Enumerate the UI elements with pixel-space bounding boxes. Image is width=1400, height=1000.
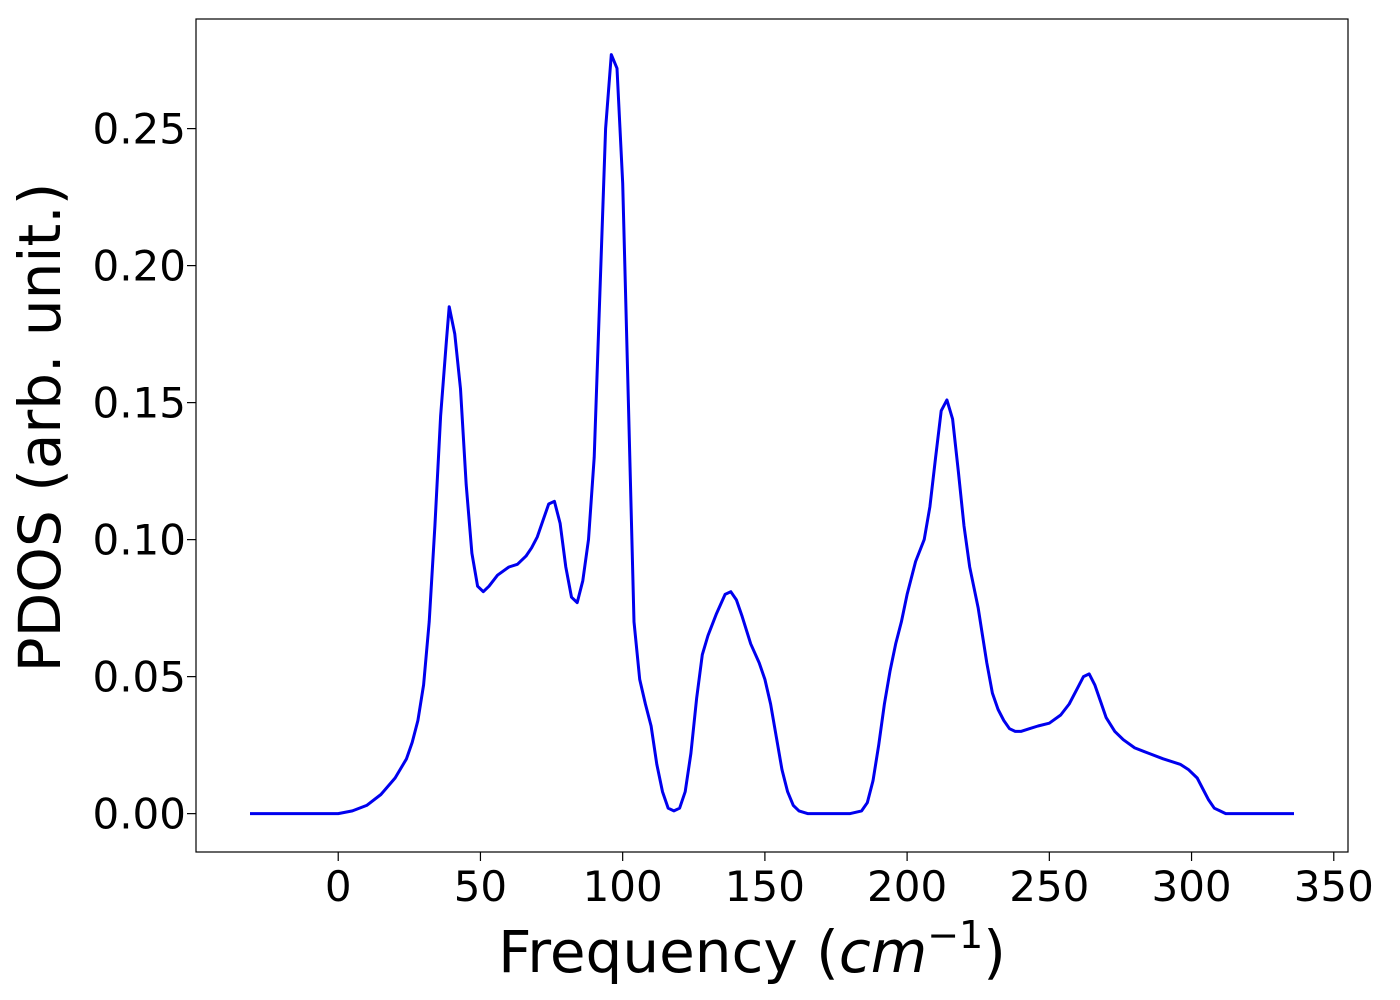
x-tick-label: 200 xyxy=(867,862,947,911)
x-axis-label-prefix: Frequency ( xyxy=(498,918,839,986)
x-tick-label: 300 xyxy=(1151,862,1231,911)
x-axis: 0 50 100 150 200 250 300 350 xyxy=(325,852,1374,911)
x-tick-label: 100 xyxy=(583,862,663,911)
y-tick-label: 0.05 xyxy=(92,653,186,702)
y-tick-label: 0.00 xyxy=(92,790,186,839)
x-axis-label-exponent: −1 xyxy=(927,913,983,957)
y-tick-label: 0.15 xyxy=(92,379,186,428)
y-axis-label: PDOS (arb. unit.) xyxy=(6,183,74,673)
y-tick-label: 0.10 xyxy=(92,516,186,565)
x-tick-label: 50 xyxy=(454,862,507,911)
x-tick-label: 350 xyxy=(1294,862,1374,911)
x-axis-label-suffix: ) xyxy=(983,918,1006,986)
series-line xyxy=(250,53,1294,816)
plot-frame xyxy=(195,18,1349,853)
y-axis: 0.00 0.05 0.10 0.15 0.20 0.25 xyxy=(92,105,196,839)
x-axis-label-unit: cm xyxy=(839,918,927,986)
x-tick-label: 0 xyxy=(325,862,352,911)
plot-area xyxy=(250,53,1294,816)
x-tick-label: 250 xyxy=(1009,862,1089,911)
x-tick-label: 150 xyxy=(725,862,805,911)
y-tick-label: 0.25 xyxy=(92,105,186,154)
x-axis-label: Frequency (cm−1) xyxy=(498,913,1006,986)
y-tick-label: 0.20 xyxy=(92,242,186,291)
